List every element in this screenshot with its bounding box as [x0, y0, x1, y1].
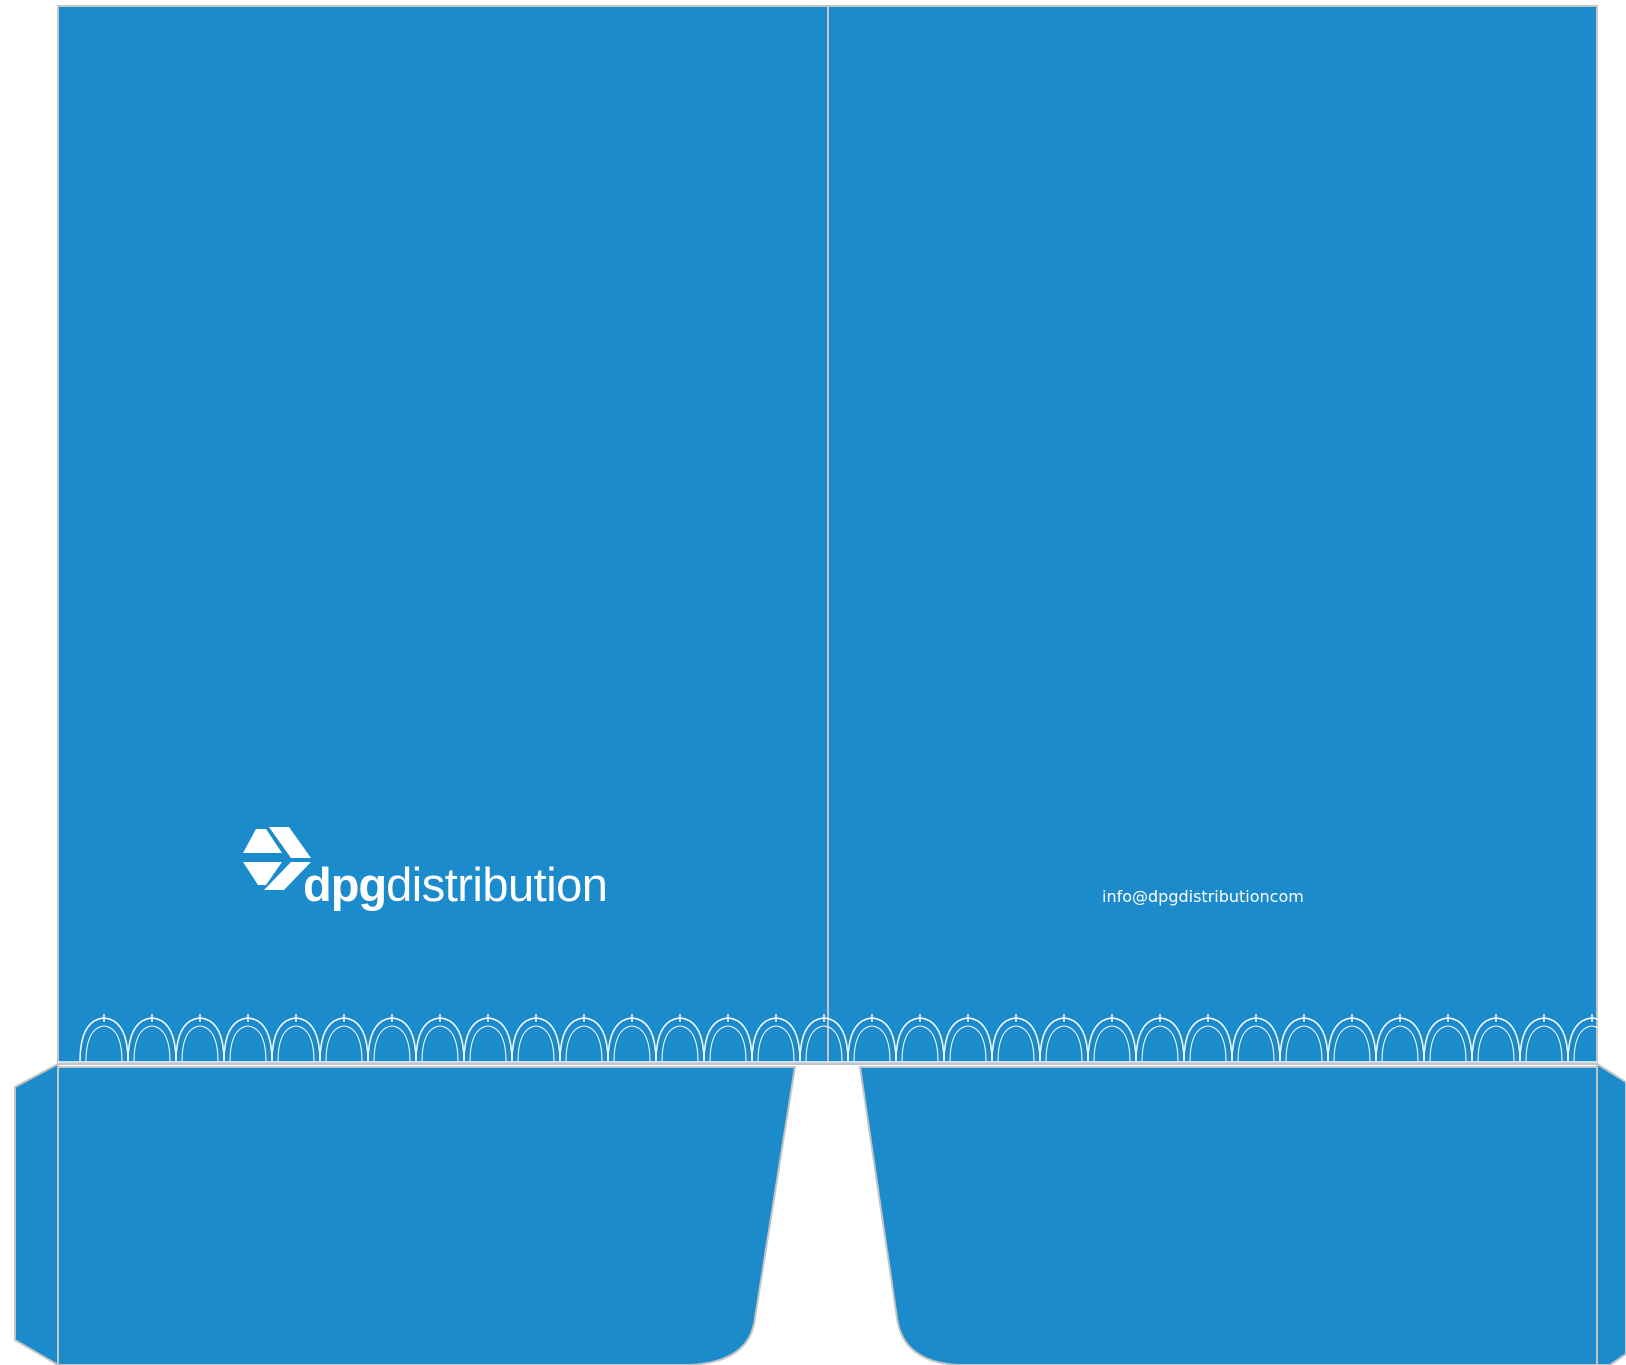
scallop-inner-arch	[1237, 1025, 1275, 1063]
scallop-inner-arch	[421, 1025, 459, 1063]
scallop-inner-arch	[325, 1025, 363, 1063]
scallop-inner-arch	[1285, 1025, 1323, 1063]
icon-top-left	[243, 829, 282, 853]
scallop-inner-arch	[1525, 1025, 1563, 1063]
right-side-tab	[1596, 1062, 1626, 1365]
left-cover-panel	[57, 5, 829, 1065]
icon-bottom-chevron	[264, 862, 311, 890]
scallop-inner-arch	[853, 1025, 891, 1063]
scallop-inner-arch	[1093, 1025, 1131, 1063]
scallop-inner-arch	[85, 1025, 123, 1063]
scallop-inner-arch	[565, 1025, 603, 1063]
scallop-inner-arch	[613, 1025, 651, 1063]
scallop-inner-arch	[373, 1025, 411, 1063]
left-cover-fill	[57, 5, 829, 1065]
right-cover-panel	[827, 5, 1598, 1065]
scallop-inner-arch	[997, 1025, 1035, 1063]
scallop-inner-arch	[805, 1025, 843, 1063]
scallop-inner-arch	[1189, 1025, 1227, 1063]
contact-email: info@dpgdistributioncom	[1102, 887, 1304, 906]
scallop-border	[58, 1014, 1617, 1063]
scallop-inner-arch	[1141, 1025, 1179, 1063]
right-pocket	[858, 1066, 1598, 1365]
left-pocket	[57, 1066, 797, 1365]
scallop-inner-arch	[901, 1025, 939, 1063]
scallop-inner-arch	[133, 1025, 171, 1063]
dpg-arrow-box-icon	[243, 827, 311, 890]
scallop-inner-arch	[949, 1025, 987, 1063]
scallop-inner-arch	[1333, 1025, 1371, 1063]
scallop-inner-arch	[709, 1025, 747, 1063]
scallop-inner-arch	[469, 1025, 507, 1063]
left-side-tab	[14, 1062, 59, 1365]
scallop-inner-arch	[661, 1025, 699, 1063]
icon-bottom-left	[243, 862, 282, 885]
brand-logo-wordmark: dpgdistribution	[303, 857, 608, 913]
scallop-inner-arch	[1429, 1025, 1467, 1063]
right-cover-fill	[827, 5, 1598, 1065]
scallop-inner-arch	[757, 1025, 795, 1063]
scallop-inner-arch	[1381, 1025, 1419, 1063]
scallop-inner-arch	[229, 1025, 267, 1063]
scallop-inner-arch	[517, 1025, 555, 1063]
scallop-inner-arch	[1477, 1025, 1515, 1063]
scallop-inner-arch	[181, 1025, 219, 1063]
brand-name-bold: dpg	[303, 858, 387, 911]
scallop-inner-arch	[277, 1025, 315, 1063]
brand-name-light: distribution	[386, 858, 608, 911]
scallop-inner-arch	[1573, 1025, 1611, 1063]
scallop-inner-arch	[1045, 1025, 1083, 1063]
icon-top-chevron	[269, 827, 311, 858]
